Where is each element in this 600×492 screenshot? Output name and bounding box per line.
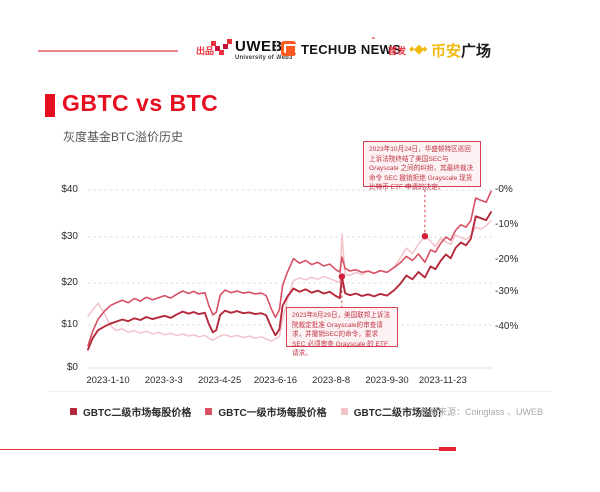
uweb-logo-subtitle: University of Web3	[235, 55, 293, 61]
y-left-tick: $0	[66, 362, 78, 373]
binance-diamond-icon: ◆ ◆ ◆	[409, 41, 428, 56]
page-subtitle: 灰度基金BTC溢价历史	[63, 130, 184, 144]
title-accent-block	[45, 94, 55, 117]
techub-accent-icon: ⌃	[370, 36, 377, 45]
x-tick: 2023-9-30	[365, 375, 409, 386]
series-line-premium	[87, 220, 492, 342]
binance-square-logo-text: 币安广场	[431, 43, 492, 60]
legend-item-primary-price: GBTC一级市场每股价格	[205, 404, 327, 419]
produced-by-label: 出品	[196, 46, 215, 56]
uweb-logo-text: UWEB	[235, 38, 283, 55]
x-tick: 2023-1-10	[86, 375, 130, 386]
series-line-primary-price	[87, 190, 492, 347]
chart-legend: GBTC二级市场每股价格 GBTC一级市场每股价格 GBTC二级市场溢价	[70, 404, 442, 419]
legend-swatch-premium	[340, 408, 348, 415]
header-divider-line	[38, 50, 178, 52]
page-title: GBTC vs BTC	[62, 90, 219, 116]
x-tick: 2023-6-16	[253, 375, 298, 386]
y-left-tick: $30	[61, 231, 78, 242]
techub-logo-icon	[281, 41, 297, 56]
y-left-tick: $10	[61, 319, 78, 330]
y-right-tick: -30%	[495, 286, 519, 297]
logo-separator	[276, 40, 277, 58]
legend-item-premium: GBTC二级市场溢价	[340, 404, 442, 419]
y-left-tick: $40	[61, 184, 78, 195]
y-right-tick: -20%	[495, 254, 519, 265]
event-dot-2023-10-24	[421, 233, 429, 240]
series-line-secondary-price	[87, 211, 492, 351]
x-tick: 2023-4-25	[197, 375, 242, 386]
x-tick: 2023-11-23	[418, 375, 467, 386]
first-release-label: 首发	[388, 46, 407, 56]
footer-line	[0, 449, 440, 450]
legend-swatch-secondary-price	[70, 408, 77, 415]
footer-accent-bar	[439, 447, 456, 451]
x-tick: 2023-3-3	[144, 375, 183, 386]
uweb-logo-icon	[211, 39, 232, 56]
legend-item-secondary-price: GBTC二级市场每股价格	[70, 404, 191, 419]
y-right-tick: -0%	[495, 184, 513, 195]
y-left-tick: $20	[61, 277, 78, 288]
techub-logo-text: TECHUB NEWS	[301, 42, 402, 57]
annotation-box-aug29: 2023年8月29日，美国联邦上诉法院裁定批准 Grayscale的审查请求，并…	[286, 307, 398, 357]
annotation-box-oct24: 2023年10月24日，华盛顿特区巡回上诉法院终结了美国SEC与 Graysca…	[363, 141, 481, 191]
axis-underline	[48, 391, 552, 392]
y-right-tick: -10%	[495, 219, 519, 230]
data-source-note: 数据来源：Coinglass 、UWEB	[420, 407, 544, 417]
legend-swatch-primary-price	[205, 408, 213, 415]
event-dot-2023-08-29	[338, 273, 346, 280]
y-right-tick: -40%	[495, 321, 519, 332]
x-tick: 2023-8-8	[312, 375, 351, 386]
